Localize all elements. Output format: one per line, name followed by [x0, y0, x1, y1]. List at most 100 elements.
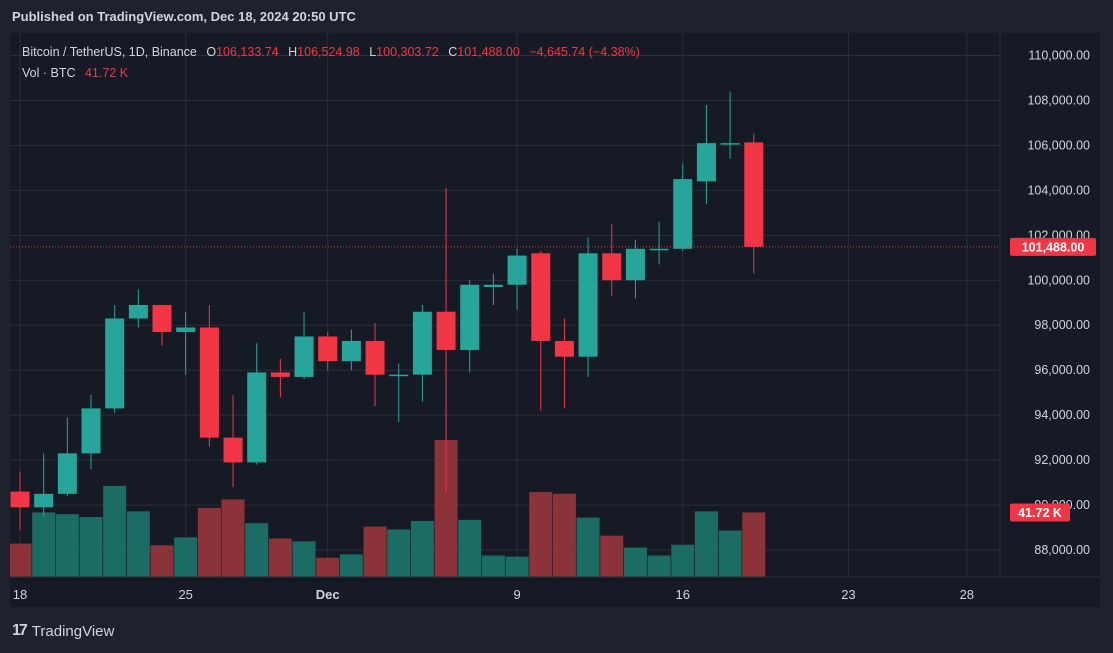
volume-bar [481, 555, 505, 577]
candle [554, 318, 574, 409]
candle-body [152, 305, 172, 332]
candle-body [10, 491, 30, 508]
candle [105, 305, 125, 413]
candle-body [176, 327, 196, 332]
price-tick-label: 108,000.00 [1027, 93, 1090, 107]
chart-frame[interactable]: 88,000.0090,000.0092,000.0094,000.0096,0… [8, 33, 1100, 607]
candle [365, 322, 385, 407]
candle-body [483, 284, 503, 288]
candle-body [460, 284, 480, 350]
volume-bar [600, 535, 624, 577]
price-axis: 88,000.0090,000.0092,000.0094,000.0096,0… [1027, 48, 1090, 557]
candle [10, 471, 30, 530]
legend-ohlc-row: Bitcoin / TetherUS, 1D, Binance O106,133… [22, 42, 640, 63]
volume-badge [1010, 503, 1070, 522]
time-tick-label: 25 [178, 587, 192, 602]
legend-close-label: C [448, 45, 458, 59]
volume-bar [718, 530, 742, 577]
candle [247, 343, 267, 465]
volume-bar [505, 556, 529, 577]
candle [531, 251, 551, 411]
candle [152, 305, 172, 346]
legend-symbol[interactable]: Bitcoin / TetherUS, 1D, Binance [22, 45, 197, 59]
legend-volume-row: Vol · BTC 41.72 K [22, 63, 640, 84]
candle-body [554, 340, 574, 357]
legend-volume-label[interactable]: Vol · BTC [22, 66, 76, 80]
tradingview-logo-icon: 17 [12, 622, 28, 639]
candle [341, 329, 361, 371]
volume-bar [55, 514, 79, 577]
candle-body [412, 311, 432, 375]
footer-brand[interactable]: 17 TradingView [12, 622, 114, 640]
volume-bar [8, 543, 32, 577]
candle-body [105, 318, 125, 409]
candle [696, 104, 716, 204]
price-tick-label: 100,000.00 [1027, 273, 1090, 287]
candle-body [696, 143, 716, 182]
volume-bar [103, 485, 127, 577]
candle-body [318, 336, 338, 362]
volume-bar [387, 529, 411, 577]
candle-body [57, 453, 77, 494]
time-tick-label: Dec [316, 587, 340, 602]
volume-bar [221, 499, 245, 577]
candle-body [389, 374, 409, 377]
last-price-badge [1010, 237, 1096, 256]
volume-bar [150, 545, 174, 577]
candle-body [199, 327, 219, 438]
volume-bar [576, 517, 600, 577]
legend-high: 106,524.98 [297, 45, 360, 59]
candle [270, 358, 290, 398]
legend-high-label: H [288, 45, 298, 59]
candle [625, 239, 645, 299]
legend-open: 106,133.74 [216, 45, 279, 59]
candle [483, 273, 503, 305]
candle-body [649, 248, 669, 251]
time-tick-label: 18 [13, 587, 27, 602]
price-tick-label: 110,000.00 [1028, 48, 1090, 62]
volume-bar [647, 555, 671, 577]
volume-bar [623, 547, 647, 577]
candle-body [436, 311, 456, 350]
time-tick-label: 23 [841, 587, 855, 602]
candle [436, 188, 456, 492]
price-tick-label: 98,000.00 [1034, 318, 1090, 332]
candle [223, 394, 243, 488]
volume-bar [245, 523, 269, 577]
candle [294, 311, 314, 380]
candle-body [625, 248, 645, 281]
candle-body [507, 255, 527, 285]
brand-name: TradingView [31, 622, 115, 640]
candle [81, 394, 101, 470]
volume-bar [174, 537, 198, 577]
legend-open-label: O [206, 45, 217, 59]
candle [673, 163, 693, 252]
volume-bar [197, 507, 221, 577]
published-caption: Published on TradingView.com, Dec 18, 20… [12, 9, 356, 24]
candle-body [128, 305, 148, 319]
candle-body [602, 253, 622, 281]
time-tick-label: 9 [513, 587, 520, 602]
candlestick-chart[interactable]: 88,000.0090,000.0092,000.0094,000.0096,0… [8, 33, 1100, 607]
volume-bar [339, 554, 363, 577]
candle [128, 289, 148, 328]
legend-close: 101,488.00 [457, 45, 520, 59]
volume-bar [32, 512, 56, 577]
candle-body [673, 179, 693, 249]
grid-lines [10, 33, 1000, 577]
price-tick-label: 94,000.00 [1034, 408, 1090, 422]
time-axis: 18 25 Dec 9 16 23 28 [13, 587, 974, 602]
candle [412, 305, 432, 402]
candle-body [365, 340, 385, 375]
candle [389, 363, 409, 422]
candle [199, 305, 219, 447]
candle-body [720, 143, 740, 145]
candle [34, 453, 54, 517]
price-tick-label: 96,000.00 [1034, 363, 1090, 377]
volume-bar [694, 511, 718, 577]
volume-bar [552, 493, 576, 577]
volume-bar [316, 557, 340, 577]
chart-legend: Bitcoin / TetherUS, 1D, Binance O106,133… [22, 42, 640, 84]
price-tick-label: 104,000.00 [1027, 183, 1090, 197]
candle-body [341, 340, 361, 362]
